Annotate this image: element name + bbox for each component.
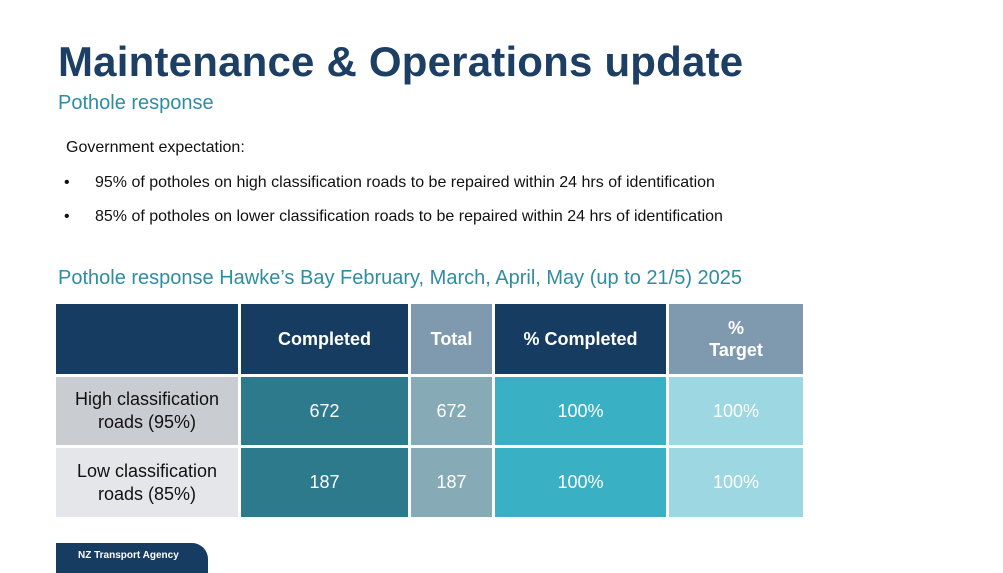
expectation-text: 95% of potholes on high classification r… — [95, 174, 715, 191]
row-label-low-text: Low classification roads (85%) — [76, 460, 218, 504]
row-label-high: High classification roads (95%) — [56, 377, 238, 445]
bullet-marker: • — [64, 208, 70, 225]
page-subtitle: Pothole response — [58, 92, 214, 114]
bullet-marker: • — [64, 174, 70, 191]
cell-low-total: 187 — [411, 448, 492, 517]
row-label-low: Low classification roads (85%) — [56, 448, 238, 517]
expectation-list: • 95% of potholes on high classification… — [64, 173, 723, 241]
footer-brand-tab: NZ Transport Agency — [56, 543, 208, 573]
page-title: Maintenance & Operations update — [58, 38, 744, 85]
header-cell-completed: Completed — [241, 304, 408, 374]
cell-low-completed: 187 — [241, 448, 408, 517]
header-cell-pct-target-label: % Target — [709, 318, 763, 360]
header-cell-pct-target: % Target — [669, 304, 803, 374]
cell-high-pct-completed: 100% — [495, 377, 666, 445]
expectation-text: 85% of potholes on lower classification … — [95, 208, 723, 225]
cell-low-pct-target: 100% — [669, 448, 803, 517]
expectation-item: • 95% of potholes on high classification… — [64, 173, 723, 193]
header-cell-empty — [56, 304, 238, 374]
expectation-item: • 85% of potholes on lower classificatio… — [64, 207, 723, 227]
cell-high-total: 672 — [411, 377, 492, 445]
header-cell-pct-completed: % Completed — [495, 304, 666, 374]
row-label-high-text: High classification roads (95%) — [74, 389, 220, 432]
intro-text: Government expectation: — [66, 139, 245, 156]
cell-low-pct-completed: 100% — [495, 448, 666, 517]
table-title: Pothole response Hawke’s Bay February, M… — [58, 267, 743, 289]
cell-high-completed: 672 — [241, 377, 408, 445]
cell-high-pct-target: 100% — [669, 377, 803, 445]
pothole-response-table: Completed Total % Completed % Target Hig… — [56, 304, 803, 517]
header-cell-total: Total — [411, 304, 492, 374]
